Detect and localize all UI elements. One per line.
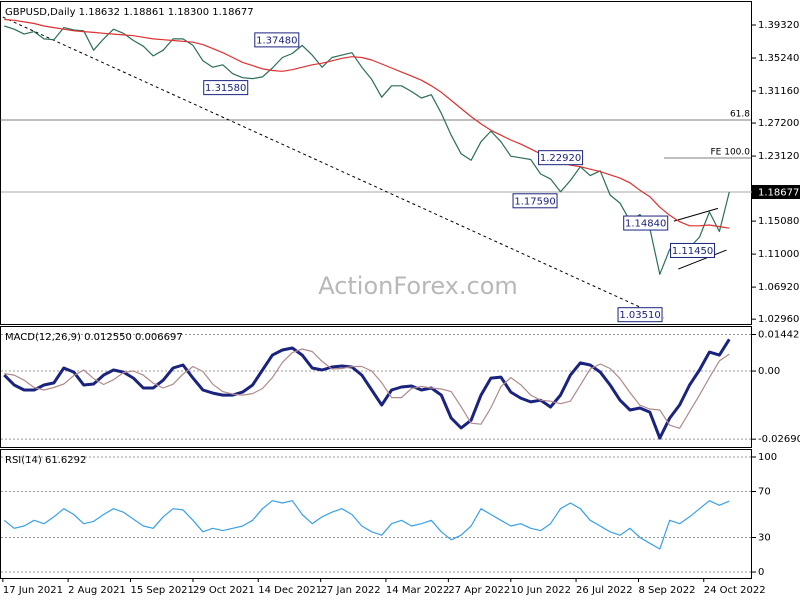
x-tick-label: 27 Jan 2022	[321, 585, 381, 596]
last-price-box	[752, 185, 800, 200]
series-line	[4, 18, 730, 229]
channel-line	[678, 249, 727, 270]
price-annotation-box	[623, 215, 669, 231]
y-tick-label: 0	[758, 567, 764, 578]
watermark: ActionForex.com	[318, 272, 518, 300]
x-tick-label: 24 Oct 2022	[704, 585, 766, 596]
y-tick-label: 1.31160	[758, 86, 799, 97]
x-tick-label: 10 Jun 2022	[511, 585, 571, 596]
panel-title: GBPUSD,Daily 1.18632 1.18861 1.18300 1.1…	[5, 7, 254, 18]
panel-frame	[0, 326, 752, 448]
price-annotation-label: 1.37480	[256, 35, 297, 46]
price-annotation-label: 1.14840	[625, 219, 666, 230]
x-tick-label: 27 Apr 2022	[448, 585, 510, 596]
price-annotation-box	[670, 242, 716, 258]
series-line	[3, 338, 731, 440]
y-tick-label: 1.27200	[758, 118, 799, 129]
panel-frame	[0, 449, 752, 579]
channel-line	[673, 207, 719, 222]
series-line	[3, 500, 730, 550]
y-tick-label: 0.00	[758, 366, 780, 377]
price-annotation-label: 1.31580	[205, 83, 246, 94]
y-tick-label: 1.02960	[758, 314, 799, 325]
price-annotation-box	[203, 80, 249, 96]
y-tick-label: 1.06920	[758, 282, 799, 293]
price-annotation-box	[538, 150, 584, 166]
y-tick-label: 1.39320	[758, 20, 799, 31]
price-annotation-box	[617, 307, 663, 323]
price-annotation-label: 1.17590	[514, 196, 555, 207]
y-tick-label: 1.35240	[758, 53, 799, 64]
last-price-label: 1.18677	[758, 188, 799, 199]
y-tick-label: 70	[758, 486, 771, 497]
price-annotation-label: 1.03510	[619, 310, 660, 321]
panel-title: RSI(14) 61.6292	[5, 455, 86, 466]
y-tick-label: 1.23120	[758, 151, 799, 162]
x-tick-label: 14 Mar 2022	[386, 585, 449, 596]
x-tick-label: 17 Jun 2021	[3, 585, 63, 596]
series-line	[4, 348, 730, 429]
y-tick-label: 1.15080	[758, 216, 799, 227]
price-annotation-box	[512, 193, 558, 209]
x-tick-label: 14 Dec 2021	[258, 585, 322, 596]
y-tick-label: 100	[758, 452, 777, 463]
x-tick-label: 2 Aug 2021	[68, 585, 126, 596]
trend-line	[2, 16, 665, 319]
y-tick-label: 30	[758, 533, 771, 544]
y-tick-label: 0.014429	[758, 330, 800, 341]
level-label: FE 100.0	[711, 147, 751, 157]
x-tick-label: 29 Oct 2021	[193, 585, 255, 596]
level-label: 61.8	[730, 109, 750, 119]
price-annotation-label: 1.22920	[540, 153, 581, 164]
y-tick-label: -0.026907	[758, 434, 800, 445]
x-tick-label: 8 Sep 2022	[638, 585, 695, 596]
x-tick-label: 15 Sep 2021	[131, 585, 194, 596]
panel-frame	[0, 1, 752, 325]
x-tick-label: 26 Jul 2022	[576, 585, 633, 596]
y-tick-label: 1.11000	[758, 249, 799, 260]
price-annotation-box	[254, 32, 300, 48]
panel-title: MACD(12,26,9) 0.012550 0.006697	[5, 332, 183, 343]
price-annotation-label: 1.11450	[672, 246, 713, 257]
